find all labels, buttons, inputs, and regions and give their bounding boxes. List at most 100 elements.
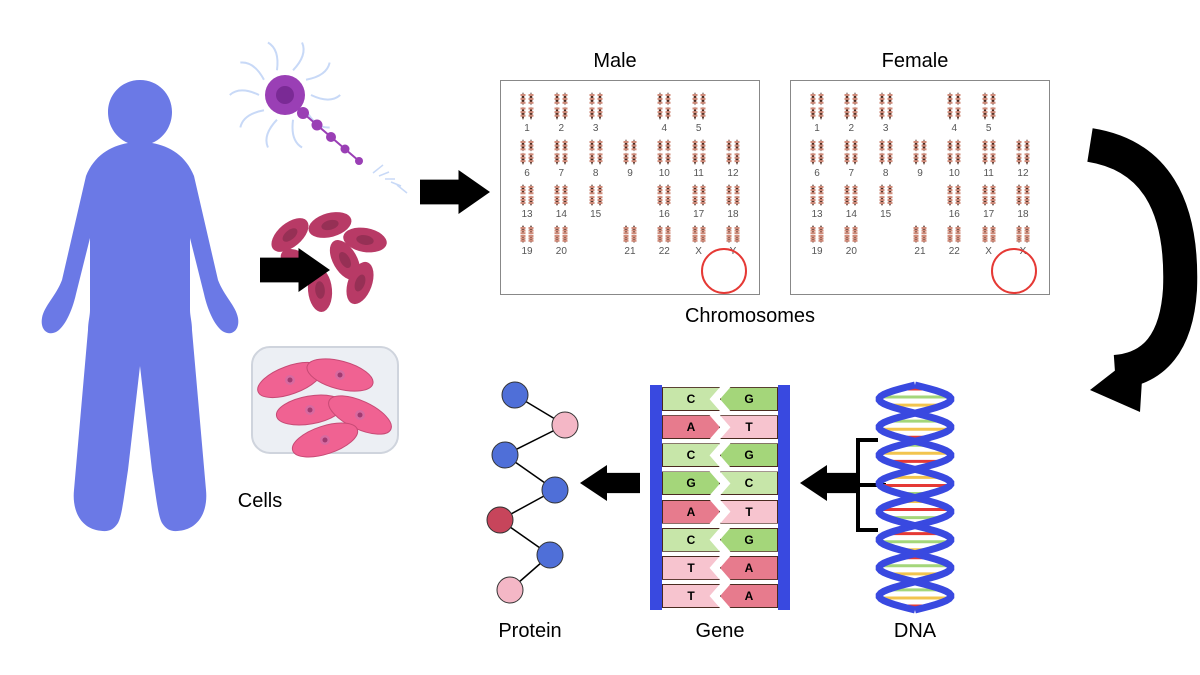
karyotype-row: 6789101112: [511, 138, 749, 179]
dna-helix-icon: [875, 385, 955, 610]
chromosome-11: 11: [683, 138, 715, 179]
chromosome-10: 10: [648, 138, 680, 179]
chromosome-pair-icon: [980, 138, 998, 166]
base-left: A: [662, 500, 720, 524]
chromosome-pair-icon: [980, 183, 998, 207]
chromosome-21: 21: [614, 224, 646, 257]
chromosome-22: 22: [938, 224, 970, 257]
chromosome-number: 18: [727, 209, 738, 220]
chromosome-number: 3: [593, 123, 599, 134]
chromosome-pair-icon: [842, 91, 860, 121]
chromosome-7: 7: [545, 138, 577, 179]
karyotype-gap: [904, 91, 936, 134]
chromosome-pair-icon: [621, 138, 639, 166]
base-left: G: [662, 471, 720, 495]
chromosome-pair-icon: [518, 91, 536, 121]
chromosome-13: 13: [801, 183, 833, 220]
chromosome-pair-icon: [980, 91, 998, 121]
karyotype-row: 12345: [511, 91, 749, 134]
chromosome-number: 19: [811, 246, 822, 257]
chromosome-number: 8: [883, 168, 889, 179]
chromosome-pair-icon: [587, 91, 605, 121]
chromosome-16: 16: [938, 183, 970, 220]
neuron-cell-icon: [205, 45, 405, 205]
chromosome-1: 1: [801, 91, 833, 134]
base-pair: GC: [662, 471, 778, 495]
chromosome-pair-icon: [877, 91, 895, 121]
karyotype-row: 19202122XX: [801, 224, 1039, 257]
chromosome-number: 9: [917, 168, 923, 179]
chromosome-15: 15: [870, 183, 902, 220]
muscle-cells-icon: [250, 345, 400, 455]
chromosome-number: 6: [814, 168, 820, 179]
chromosome-8: 8: [870, 138, 902, 179]
chromosome-19: 19: [511, 224, 543, 257]
chromosome-pair-icon: [1014, 183, 1032, 207]
karyotype-gap: [1007, 91, 1039, 134]
base-right: G: [720, 443, 778, 467]
karyotype-gap: [904, 183, 936, 220]
chromosome-pair-icon: [655, 138, 673, 166]
chromosome-9: 9: [904, 138, 936, 179]
chromosome-number: 4: [952, 123, 958, 134]
chromosome-number: 15: [880, 209, 891, 220]
chromosome-pair-icon: [945, 183, 963, 207]
karyotype-gap: [614, 91, 646, 134]
base-pair: TA: [662, 556, 778, 580]
karyotype-gap: [870, 224, 902, 257]
chromosome-7: 7: [835, 138, 867, 179]
chromosome-pair-icon: [842, 138, 860, 166]
label-protein: Protein: [470, 620, 590, 643]
chromosome-18: 18: [1007, 183, 1039, 220]
base-left: C: [662, 443, 720, 467]
label-chromosomes: Chromosomes: [640, 305, 860, 328]
chromosome-6: 6: [511, 138, 543, 179]
chromosome-number: 19: [521, 246, 532, 257]
chromosome-number: 7: [849, 168, 855, 179]
chromosome-12: 12: [1007, 138, 1039, 179]
chromosome-number: 14: [846, 209, 857, 220]
chromosome-pair-icon: [655, 183, 673, 207]
base-right: A: [720, 556, 778, 580]
chromosome-pair-icon: [690, 224, 708, 244]
chromosome-8: 8: [580, 138, 612, 179]
protein-chain-icon: [455, 385, 605, 610]
chromosome-pair-icon: [724, 138, 742, 166]
chromosome-pair-icon: [877, 183, 895, 207]
chromosome-number: 18: [1017, 209, 1028, 220]
chromosome-20: 20: [835, 224, 867, 257]
chromosome-number: 21: [624, 246, 635, 257]
chromosome-pair-icon: [587, 183, 605, 207]
karyotype-row: 6789101112: [801, 138, 1039, 179]
base-pair: AT: [662, 500, 778, 524]
base-right: T: [720, 500, 778, 524]
chromosome-1: 1: [511, 91, 543, 134]
base-pair: TA: [662, 584, 778, 608]
chromosome-pair-icon: [911, 138, 929, 166]
chromosome-pair-icon: [724, 183, 742, 207]
chromosome-number: 13: [811, 209, 822, 220]
chromosome-number: 11: [693, 168, 703, 179]
chromosome-pair-icon: [690, 138, 708, 166]
chromosome-number: 20: [846, 246, 857, 257]
chromosome-21: 21: [904, 224, 936, 257]
chromosome-pair-icon: [877, 138, 895, 166]
chromosome-number: 13: [521, 209, 532, 220]
chromosome-pair-icon: [945, 91, 963, 121]
gene-rail-right: [778, 385, 790, 610]
base-pair: CG: [662, 528, 778, 552]
arrow-cells-to-chromosomes: [420, 170, 490, 214]
chromosome-number: 17: [983, 209, 994, 220]
chromosome-number: 21: [914, 246, 925, 257]
chromosome-number: 1: [524, 123, 530, 134]
chromosome-pair-icon: [808, 183, 826, 207]
base-pair: AT: [662, 415, 778, 439]
chromosome-6: 6: [801, 138, 833, 179]
chromosome-number: 12: [1017, 168, 1028, 179]
chromosome-pair-icon: [911, 224, 929, 244]
chromosome-pair-icon: [842, 224, 860, 244]
base-pair: CG: [662, 443, 778, 467]
chromosome-3: 3: [580, 91, 612, 134]
chromosome-number: 5: [696, 123, 702, 134]
chromosome-3: 3: [870, 91, 902, 134]
